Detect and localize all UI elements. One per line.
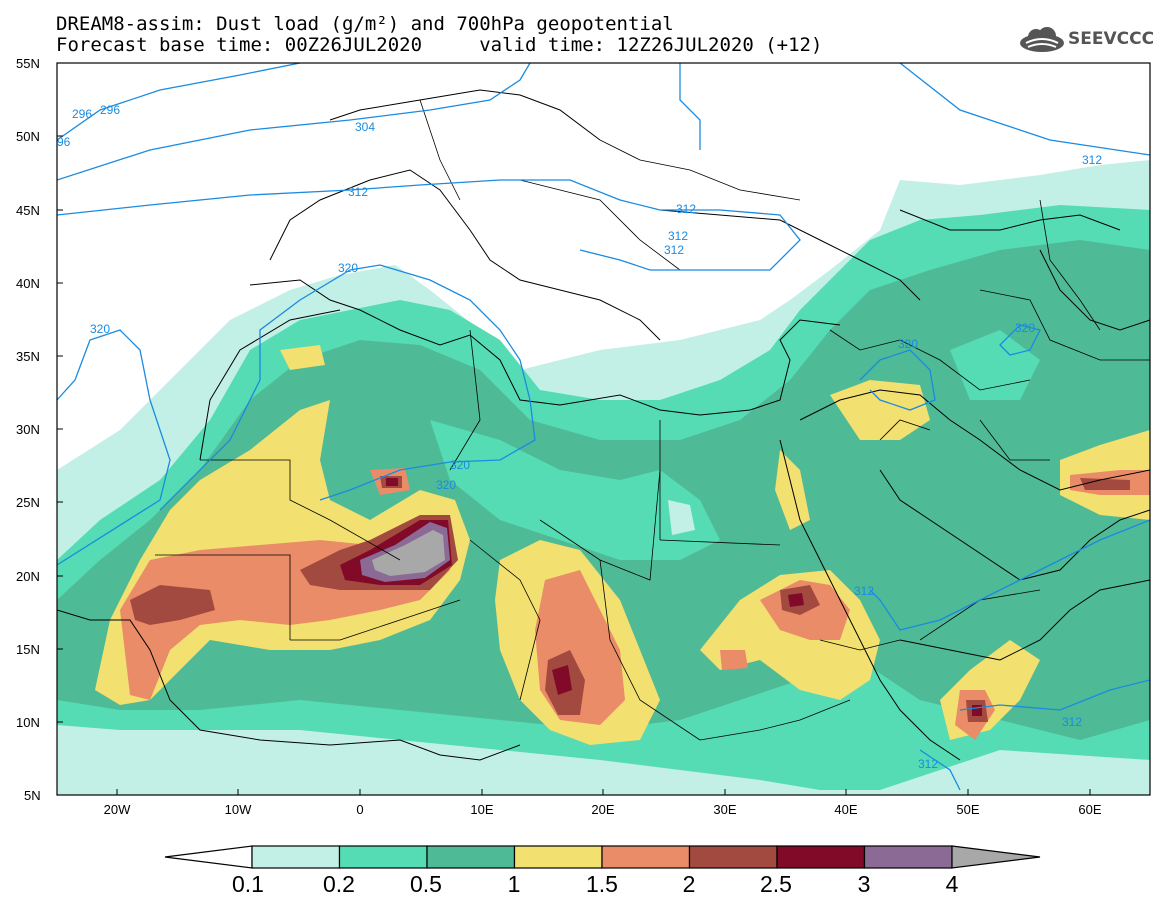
- contour-label: 312: [854, 584, 874, 598]
- contour-label: 312: [918, 757, 938, 771]
- colorbar-swatch: [251, 845, 341, 869]
- map-title-line-1: DREAM8-assim: Dust load (g/m²) and 700hP…: [56, 13, 674, 35]
- contour-label: 312: [668, 229, 688, 243]
- colorbar-label: 4: [946, 871, 959, 897]
- lat-label: 30N: [16, 422, 40, 437]
- lon-label: 0: [356, 802, 363, 817]
- lat-label: 50N: [16, 129, 40, 144]
- country-borders: [155, 99, 1150, 741]
- lat-label: 25N: [16, 495, 40, 510]
- colorbar-label: 1.5: [586, 871, 618, 897]
- geopotential-contours: [57, 63, 1150, 791]
- logo-text: SEEVCCC: [1068, 29, 1155, 49]
- colorbar-label: 2.5: [760, 871, 792, 897]
- colorbar-label: 3: [858, 871, 871, 897]
- dust-level-2: [130, 585, 215, 625]
- contour-label: 320: [1015, 321, 1035, 335]
- colorbar-swatch: [338, 845, 428, 869]
- lon-label: 20E: [591, 802, 614, 817]
- contour-label: 312: [348, 185, 368, 199]
- lat-label: 55N: [16, 56, 40, 71]
- lat-label: 45N: [16, 203, 40, 218]
- colorbar-label: 0.2: [323, 871, 355, 897]
- colorbar-label: 2: [683, 871, 696, 897]
- cloud-logo-icon: [1020, 27, 1064, 52]
- contour-label: 312: [664, 243, 684, 257]
- colorbar-swatch: [426, 845, 516, 869]
- lon-label: 30E: [713, 802, 736, 817]
- contour-label: 320: [90, 322, 110, 336]
- colorbar-swatch: [513, 845, 603, 869]
- lat-label: 20N: [16, 569, 40, 584]
- contour-label: 312: [1082, 153, 1102, 167]
- contour-label: 96: [57, 135, 71, 149]
- lat-label: 35N: [16, 349, 40, 364]
- lat-label: 5N: [24, 788, 41, 803]
- contour-label: 320: [450, 458, 470, 472]
- lon-label: 60E: [1078, 802, 1101, 817]
- coastlines: [57, 89, 1150, 761]
- lon-label: 40E: [834, 802, 857, 817]
- contour-label: 320: [338, 261, 358, 275]
- colorbar-low-arrow: [164, 845, 253, 869]
- colorbar-high-arrow: [951, 845, 1041, 869]
- contour-labels: 296 296 96 304 312 312 312 312 320 320 3…: [57, 103, 1102, 771]
- lat-label: 15N: [16, 642, 40, 657]
- contour-label: 312: [1062, 715, 1082, 729]
- dust-shading: [57, 160, 1150, 795]
- lat-label: 40N: [16, 276, 40, 291]
- contour-label: 312: [676, 202, 696, 216]
- seevccc-logo: SEEVCCC: [1018, 25, 1158, 55]
- map-title-line-2: Forecast base time: 00Z26JUL2020 valid t…: [56, 34, 823, 56]
- longitude-axis: 20W 10W 0 10E 20E 30E 40E 50E 60E: [104, 789, 1102, 817]
- contour-label: 296: [100, 103, 120, 117]
- colorbar-label: 0.1: [232, 871, 264, 897]
- lon-label: 20W: [104, 802, 131, 817]
- colorbar: 0.1 0.2 0.5 1 1.5 2 2.5 3 4: [164, 845, 1041, 897]
- lon-label: 10W: [225, 802, 252, 817]
- colorbar-label: 0.5: [410, 871, 442, 897]
- lat-label: 10N: [16, 715, 40, 730]
- colorbar-swatch: [688, 845, 778, 869]
- colorbar-label: 1: [508, 871, 521, 897]
- contour-label: 320: [436, 478, 456, 492]
- dust-level-4: [372, 530, 445, 576]
- colorbar-swatch: [601, 845, 691, 869]
- lon-label: 50E: [956, 802, 979, 817]
- contour-label: 320: [898, 337, 918, 351]
- lon-label: 10E: [470, 802, 493, 817]
- colorbar-swatch: [776, 845, 866, 869]
- contour-label: 296: [72, 107, 92, 121]
- colorbar-swatch: [863, 845, 953, 869]
- contour-label: 304: [355, 120, 375, 134]
- latitude-axis: 55N 50N 45N 40N 35N 30N 25N 20N 15N 10N …: [16, 56, 63, 803]
